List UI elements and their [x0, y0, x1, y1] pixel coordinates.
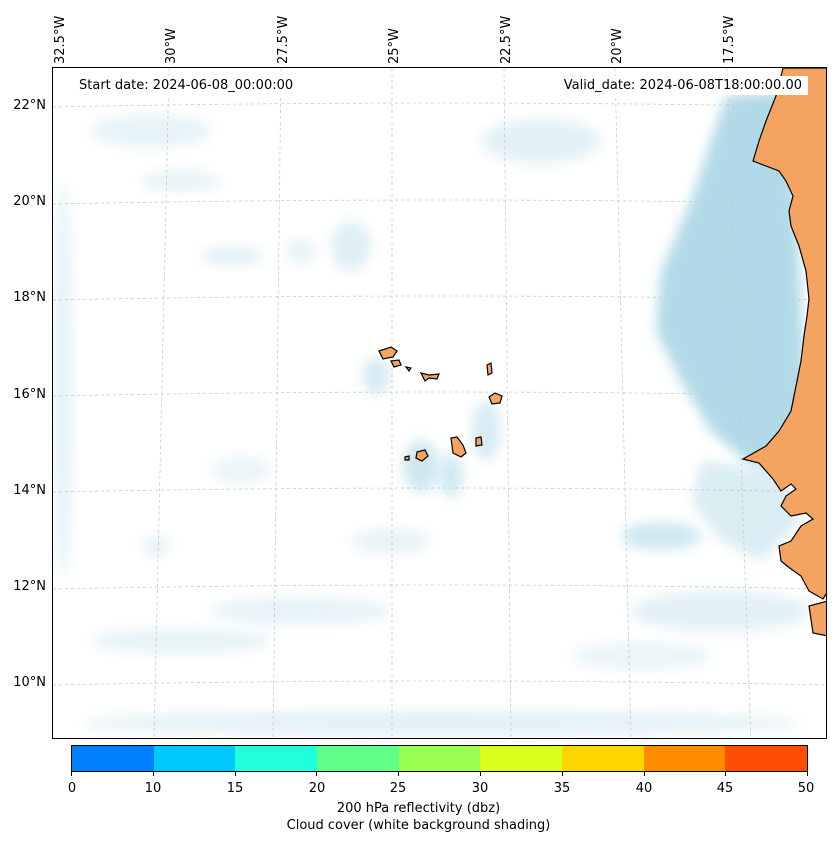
colorbar-subtitle: Cloud cover (white background shading) — [286, 818, 551, 833]
cloud-patch-islands-2 — [439, 454, 463, 498]
colorbar-tick-25: 25 — [389, 781, 407, 796]
colorbar-segment-15-20 — [235, 746, 318, 771]
island-santiago — [450, 436, 467, 458]
island-sao-nicolau — [419, 372, 440, 382]
meridian-30w — [153, 68, 170, 738]
west-africa-coast-south — [808, 600, 826, 637]
colorbar-tickmark-50 — [807, 772, 808, 776]
colorbar-segment-35-40 — [562, 746, 644, 771]
parallel-14n — [53, 487, 826, 493]
cloud-patch-far-south — [571, 642, 711, 670]
island-sao-vicente — [390, 359, 402, 368]
lon-label-30w: 30°W — [164, 28, 179, 64]
graticule — [53, 68, 826, 738]
cloud-patch-west-5 — [142, 536, 170, 556]
colorbar-segment-10-15 — [153, 746, 236, 771]
cloud-patch-north — [481, 119, 601, 163]
colorbar-tickmark-30 — [480, 772, 481, 776]
lat-label-12n: 12°N — [13, 579, 46, 594]
meridian-27-5w — [272, 68, 282, 738]
colorbar-tickmark-0 — [71, 772, 72, 776]
land-layer — [741, 68, 826, 637]
cloud-patch-south-3 — [91, 629, 271, 653]
cape-verde-islands — [378, 346, 503, 462]
cloud-patch-south-2 — [211, 597, 391, 625]
parallel-20n — [53, 199, 826, 205]
colorbar-tickmark-10 — [153, 772, 154, 776]
cloud-patch-west-1 — [201, 246, 261, 266]
parallel-10n — [53, 680, 826, 686]
island-brava — [404, 455, 410, 461]
parallel-22n — [53, 102, 826, 108]
island-sal — [486, 362, 493, 376]
colorbar-tickmark-40 — [644, 772, 645, 776]
colorbar-tick-20: 20 — [308, 781, 326, 796]
lat-label-16n: 16°N — [13, 387, 46, 402]
cloud-patch-south-4 — [81, 711, 801, 735]
lon-label-20w: 20°W — [610, 28, 625, 64]
island-boa-vista — [488, 392, 503, 405]
cloud-patch-mid-north — [331, 221, 371, 271]
colorbar-tick-15: 15 — [226, 781, 244, 796]
colorbar-tick-50: 50 — [797, 781, 815, 796]
reflectivity-colorbar — [71, 745, 808, 772]
meridian-22-5w — [503, 68, 512, 738]
valid-date-label: Valid_date: 2024-06-08T18:00:00.00 — [557, 76, 808, 95]
cloud-patch-south-east — [631, 591, 811, 631]
colorbar-segment-30-35 — [480, 746, 563, 771]
colorbar-segment-40-45 — [643, 746, 726, 771]
map-panel — [52, 67, 827, 739]
cloud-patch-left-edge — [53, 181, 73, 581]
meridian-17-5w — [726, 68, 752, 738]
cloud-patch-islands-3 — [472, 401, 500, 461]
lon-label-27-5w: 27.5°W — [276, 15, 291, 64]
cloud-patch-north-west — [91, 115, 211, 147]
lat-label-20n: 20°N — [13, 194, 46, 209]
coastal-cloud-fringe — [691, 461, 801, 561]
meridian-20w — [614, 68, 632, 738]
cloud-patch-islands-4 — [362, 358, 390, 394]
colorbar-tick-45: 45 — [716, 781, 734, 796]
cloud-patch-south-1 — [351, 529, 431, 553]
colorbar-tickmark-25 — [398, 772, 399, 776]
lat-label-10n: 10°N — [13, 675, 46, 690]
parallel-16n — [53, 391, 826, 397]
west-africa-coast — [741, 68, 826, 600]
island-maio — [475, 436, 483, 447]
island-fogo — [415, 449, 429, 462]
start-date-label: Start date: 2024-06-08_00:00:00 — [73, 76, 300, 95]
lon-label-32-5w: 32.5°W — [53, 15, 68, 64]
colorbar-tickmark-15 — [235, 772, 236, 776]
island-santa-luzia — [404, 366, 412, 373]
colorbar-tick-0: 0 — [67, 781, 77, 796]
cloud-patch-west-4 — [211, 457, 271, 485]
map-canvas — [53, 68, 826, 738]
lon-label-17-5w: 17.5°W — [722, 15, 737, 64]
colorbar-tickmark-20 — [316, 772, 317, 776]
cloud-patch-west-3 — [141, 171, 221, 191]
lat-label-14n: 14°N — [13, 483, 46, 498]
colorbar-segment-20-25 — [317, 746, 399, 771]
island-santo-antao — [378, 346, 398, 360]
colorbar-tickmark-35 — [562, 772, 563, 776]
colorbar-tick-40: 40 — [635, 781, 653, 796]
lat-label-22n: 22°N — [13, 98, 46, 113]
colorbar-tick-10: 10 — [144, 781, 162, 796]
coastal-cloud-band — [656, 91, 806, 471]
cloud-patch-senegal — [621, 522, 701, 550]
lon-label-25w: 25°W — [387, 28, 402, 64]
lat-label-18n: 18°N — [13, 290, 46, 305]
colorbar-tick-35: 35 — [553, 781, 571, 796]
cloud-cover-layer — [53, 91, 811, 735]
colorbar-tickmark-45 — [725, 772, 726, 776]
colorbar-title: 200 hPa reflectivity (dbz) — [336, 801, 501, 816]
lon-label-22-5w: 22.5°W — [499, 15, 514, 64]
parallel-12n — [53, 584, 826, 590]
cloud-patch-islands-1 — [403, 440, 439, 492]
colorbar-tick-30: 30 — [471, 781, 489, 796]
cloud-patch-west-2 — [286, 239, 316, 263]
colorbar-segment-25-30 — [398, 746, 481, 771]
colorbar-segment-45-50 — [725, 746, 808, 771]
colorbar-segment-0-10 — [72, 746, 154, 771]
